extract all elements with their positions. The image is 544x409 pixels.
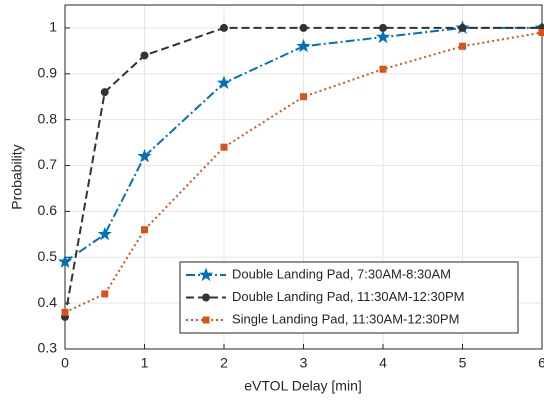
y-tick-label: 0.8 [38, 110, 58, 126]
y-tick-label: 1 [49, 19, 57, 35]
marker [61, 308, 69, 316]
x-tick-label: 1 [141, 355, 149, 371]
y-tick-label: 0.7 [38, 156, 58, 172]
legend-marker [198, 267, 214, 282]
marker [220, 143, 228, 151]
marker [216, 75, 232, 89]
legend-label: Double Landing Pad, 11:30AM-12:30PM [232, 289, 464, 304]
x-tick-label: 6 [538, 355, 544, 371]
legend-marker [202, 293, 210, 302]
marker [137, 148, 152, 163]
plot-frame [64, 4, 543, 350]
marker [299, 23, 308, 32]
x-tick-label: 0 [61, 355, 69, 371]
legend-box [179, 261, 519, 334]
marker [300, 93, 307, 101]
marker [458, 23, 467, 32]
marker [379, 65, 387, 73]
marker [141, 226, 148, 234]
marker [100, 88, 109, 97]
y-tick-label: 0.4 [38, 294, 58, 310]
series-line [64, 31, 543, 314]
marker [140, 51, 149, 60]
legend: Double Landing Pad, 7:30AM-8:30AM Double … [179, 261, 519, 334]
legend-label: Single Landing Pad, 11:30AM-12:30PM [232, 311, 459, 326]
marker [296, 38, 311, 53]
series-line [64, 26, 542, 318]
x-tick-label: 2 [220, 355, 228, 371]
y-axis-label: Probability [9, 144, 25, 209]
marker [538, 29, 544, 37]
marker [220, 23, 228, 32]
y-tick-label: 0.9 [38, 65, 58, 81]
marker [375, 29, 391, 44]
x-tick-label: 5 [459, 355, 467, 371]
x-axis-label: eVTOL Delay [min] [244, 378, 362, 394]
x-tick-label: 3 [300, 355, 308, 371]
legend-marker [202, 316, 210, 324]
marker [459, 42, 466, 50]
legend-label: Double Landing Pad, 7:30AM-8:30AM [232, 266, 451, 281]
x-tick-label: 4 [379, 355, 387, 371]
marker [101, 290, 109, 298]
marker [379, 23, 387, 32]
y-tick-label: 0.6 [38, 202, 58, 218]
y-tick-label: 0.3 [38, 340, 58, 356]
marker [57, 254, 73, 268]
series-line [64, 26, 542, 263]
y-tick-label: 0.5 [38, 248, 58, 264]
marker [97, 226, 112, 241]
